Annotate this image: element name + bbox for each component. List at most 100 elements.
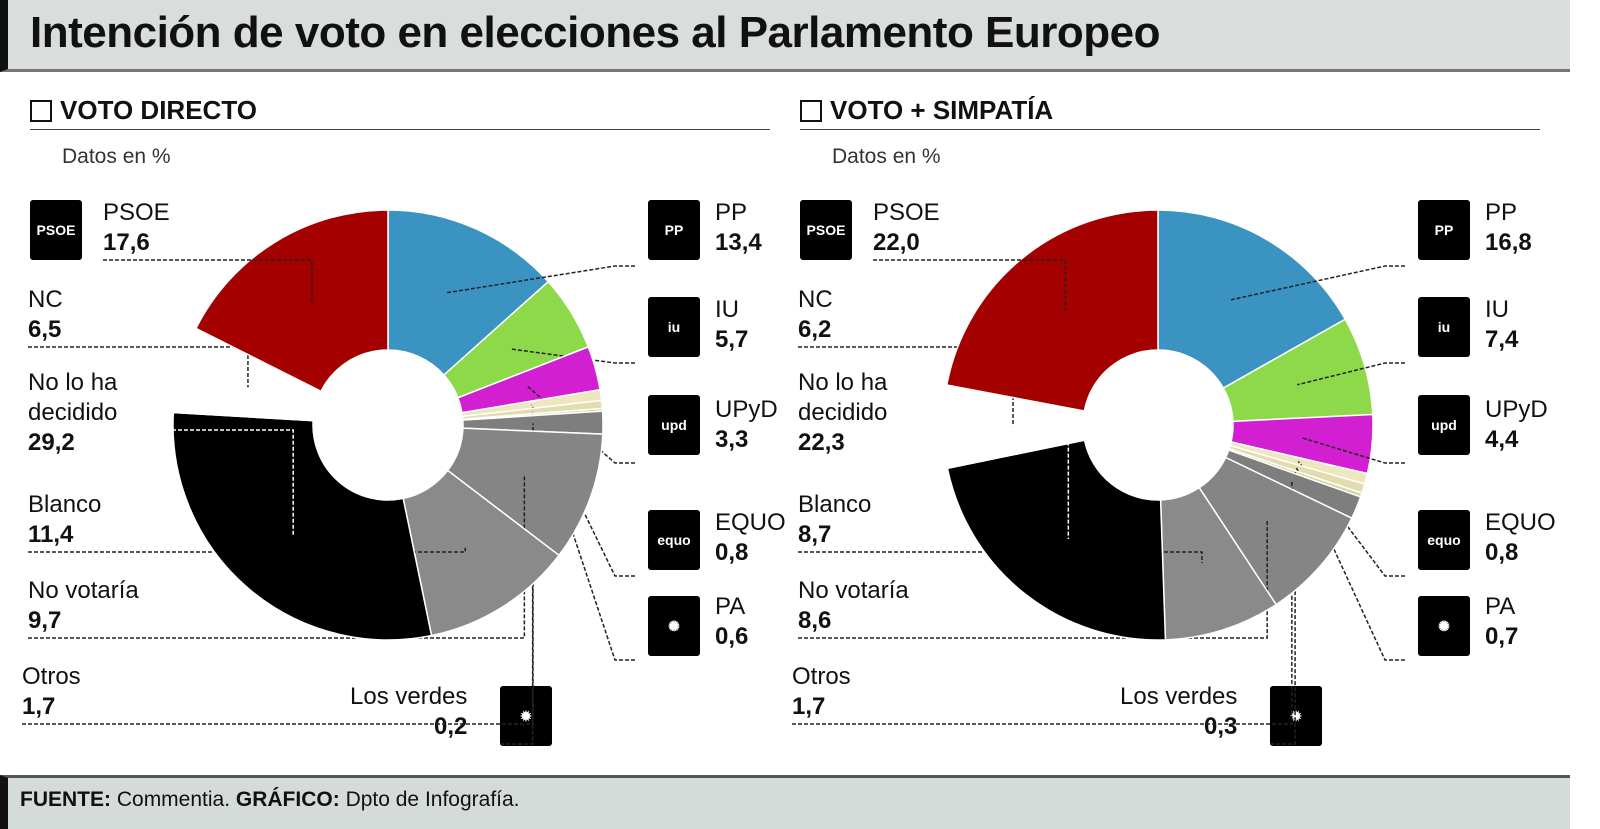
label-value: 0,8: [1485, 539, 1519, 566]
label-pa: PA 0,7: [1485, 592, 1518, 652]
label-value: 17,6: [103, 229, 150, 256]
slice-psoe: [945, 209, 1159, 412]
graphic-credit: Dpto de Infografía.: [345, 788, 520, 811]
leader-line: [511, 348, 635, 364]
equo-logo-icon: equo: [1418, 510, 1470, 570]
label-value: 7,4: [1485, 326, 1519, 353]
leader-line: [1302, 437, 1405, 464]
leader-line: [28, 429, 294, 535]
pp-logo-icon: PP: [648, 200, 700, 260]
label-value: 22,3: [798, 429, 845, 456]
leader-line: [447, 265, 635, 294]
label-name: Otros: [792, 663, 851, 690]
label-value: 9,7: [28, 607, 62, 634]
label-pp: PP 16,8: [1485, 198, 1532, 258]
label-name: IU: [1485, 296, 1509, 323]
label-pp: PP 13,4: [715, 198, 762, 258]
label-name: PP: [1485, 199, 1518, 226]
label-name: No votaría: [798, 577, 909, 604]
label-otros: Otros 1,7: [792, 662, 851, 722]
label-equo: EQUO 0,8: [715, 508, 786, 568]
page-title: Intención de voto en elecciones al Parla…: [30, 8, 1161, 57]
checkbox-icon: [800, 100, 822, 122]
label-name: No votaría: [28, 577, 139, 604]
slice-no-lo-ha-decidido: [946, 439, 1167, 641]
source-label: FUENTE:: [20, 788, 111, 811]
upyd-logo-icon: upd: [648, 395, 700, 455]
equo-logo-icon: equo: [648, 510, 700, 570]
label-name: PA: [1485, 593, 1516, 620]
label-upyd: UPyD 3,3: [715, 395, 778, 455]
label-name: UPyD: [1485, 396, 1548, 423]
label-value: 0,7: [1485, 623, 1519, 650]
checkbox-icon: [30, 100, 52, 122]
label-name: PP: [715, 199, 748, 226]
slice-psoe: [194, 209, 389, 393]
section-header: VOTO DIRECTO: [30, 95, 770, 130]
label-name: EQUO: [1485, 509, 1556, 536]
label-blanco: Blanco 11,4: [28, 490, 101, 550]
psoe-logo-icon: PSOE: [800, 200, 852, 260]
graphic-label: GRÁFICO:: [235, 788, 340, 811]
label-no-votar-a: No votaría 8,6: [798, 576, 909, 636]
leader-line: [798, 346, 1014, 427]
leader-line: [1297, 362, 1405, 386]
upyd-logo-icon: upd: [1418, 395, 1470, 455]
leader-line: [28, 547, 466, 553]
label-name: PSOE: [103, 199, 170, 226]
label-no-lo-ha-decidido: No lo ha decidido 29,2: [28, 368, 117, 458]
label-name: UPyD: [715, 396, 778, 423]
label-value: 4,4: [1485, 426, 1519, 453]
label-value: 8,6: [798, 607, 832, 634]
leader-line: [798, 520, 1268, 639]
label-value: 16,8: [1485, 229, 1532, 256]
leader-line: [1230, 265, 1405, 301]
label-name: Otros: [22, 663, 81, 690]
label-otros: Otros 1,7: [22, 662, 81, 722]
label-name: No lo ha decidido: [798, 369, 888, 426]
label-no-lo-ha-decidido: No lo ha decidido 22,3: [798, 368, 887, 458]
label-name: NC: [28, 286, 63, 313]
label-name: PA: [715, 593, 746, 620]
label-blanco: Blanco 8,7: [798, 490, 871, 550]
label-iu: IU 5,7: [715, 295, 748, 355]
label-value: 22,0: [873, 229, 920, 256]
leader-line: [1295, 467, 1405, 661]
label-name: Los verdes: [1120, 683, 1238, 710]
slice-blanco: [402, 469, 561, 637]
label-los-verdes: Los verdes 0,2: [350, 682, 467, 742]
iu-logo-icon: iu: [1418, 297, 1470, 357]
slice-pp: [387, 209, 550, 377]
label-value: 29,2: [28, 429, 75, 456]
source: Commentia.: [116, 788, 231, 811]
label-equo: EQUO 0,8: [1485, 508, 1556, 568]
label-name: No lo ha decidido: [28, 369, 118, 426]
label-name: EQUO: [715, 509, 786, 536]
label-value: 1,7: [22, 693, 56, 720]
label-pa: PA 0,6: [715, 592, 748, 652]
leader-line: [103, 259, 313, 302]
label-los-verdes: Los verdes 0,3: [1120, 682, 1237, 742]
section-header: VOTO + SIMPATÍA: [800, 95, 1540, 130]
slice-no-lo-ha-decidido: [172, 411, 433, 641]
label-value: 6,5: [28, 316, 62, 343]
los-verdes-logo-icon: ✹: [1270, 686, 1322, 746]
label-iu: IU 7,4: [1485, 295, 1518, 355]
pp-logo-icon: PP: [1418, 200, 1470, 260]
pa-logo-icon: ✺: [648, 596, 700, 656]
label-value: 6,2: [798, 316, 832, 343]
label-value: 0,8: [715, 539, 749, 566]
pa-logo-icon: ✺: [1418, 596, 1470, 656]
label-nc: NC 6,2: [798, 285, 833, 345]
section-title: VOTO DIRECTO: [60, 95, 257, 125]
label-name: Los verdes: [350, 683, 468, 710]
label-value: 3,3: [715, 426, 749, 453]
leader-line: [798, 551, 1203, 564]
title-bar: Intención de voto en elecciones al Parla…: [0, 0, 1570, 72]
footer: FUENTE: Commentia. GRÁFICO: Dpto de Info…: [0, 775, 1570, 829]
leader-line: [873, 259, 1067, 314]
label-value: 13,4: [715, 229, 762, 256]
los-verdes-logo-icon: ✹: [500, 686, 552, 746]
label-no-votar-a: No votaría 9,7: [28, 576, 139, 636]
